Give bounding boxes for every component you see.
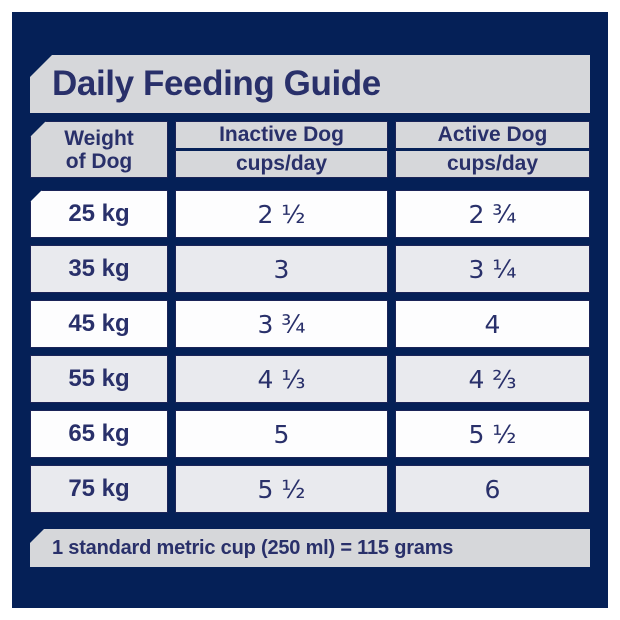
table-row: 65 kg 5 5 ½ (30, 410, 590, 458)
active-cell: 5 ½ (395, 410, 590, 458)
table-row: 75 kg 5 ½ 6 (30, 465, 590, 513)
weight-header-line2: of Dog (65, 149, 133, 173)
active-cell: 6 (395, 465, 590, 513)
weight-header-line1: Weight (64, 126, 134, 150)
table-header-row: Weight of Dog Inactive Dog cups/day Acti… (30, 121, 590, 178)
weight-cell: 45 kg (30, 300, 168, 348)
table-row: 45 kg 3 ¾ 4 (30, 300, 590, 348)
active-cell: 4 ⅔ (395, 355, 590, 403)
inactive-cell: 3 (175, 245, 388, 293)
weight-cell: 35 kg (30, 245, 168, 293)
title-band: Daily Feeding Guide (30, 55, 590, 113)
active-dog-unit: cups/day (446, 152, 539, 175)
inactive-cell: 5 (175, 410, 388, 458)
weight-cell: 65 kg (30, 410, 168, 458)
active-dog-header-cell: Active Dog cups/day (395, 121, 590, 178)
inactive-cell: 5 ½ (175, 465, 388, 513)
active-cell: 3 ¼ (395, 245, 590, 293)
header-divider (176, 148, 387, 151)
footer-note: 1 standard metric cup (250 ml) = 115 gra… (52, 536, 454, 559)
weight-cell: 75 kg (30, 465, 168, 513)
table-row: 25 kg 2 ½ 2 ¾ (30, 190, 590, 238)
active-cell: 4 (395, 300, 590, 348)
inactive-dog-header-cell: Inactive Dog cups/day (175, 121, 388, 178)
inactive-cell: 4 ⅓ (175, 355, 388, 403)
weight-of-dog-header-cell: Weight of Dog (30, 121, 168, 178)
page-title: Daily Feeding Guide (52, 64, 381, 103)
footer-note-band: 1 standard metric cup (250 ml) = 115 gra… (30, 529, 590, 567)
table-row: 35 kg 3 3 ¼ (30, 245, 590, 293)
inactive-dog-unit: cups/day (235, 152, 328, 175)
weight-cell: 25 kg (30, 190, 168, 238)
inactive-cell: 3 ¾ (175, 300, 388, 348)
header-divider (396, 148, 589, 151)
table-body: 25 kg 2 ½ 2 ¾ 35 kg 3 3 ¼ 45 kg 3 ¾ 4 55… (30, 190, 590, 513)
inactive-dog-label: Inactive Dog (219, 123, 344, 146)
weight-cell: 55 kg (30, 355, 168, 403)
inactive-cell: 2 ½ (175, 190, 388, 238)
active-dog-label: Active Dog (437, 123, 548, 146)
table-row: 55 kg 4 ⅓ 4 ⅔ (30, 355, 590, 403)
active-cell: 2 ¾ (395, 190, 590, 238)
